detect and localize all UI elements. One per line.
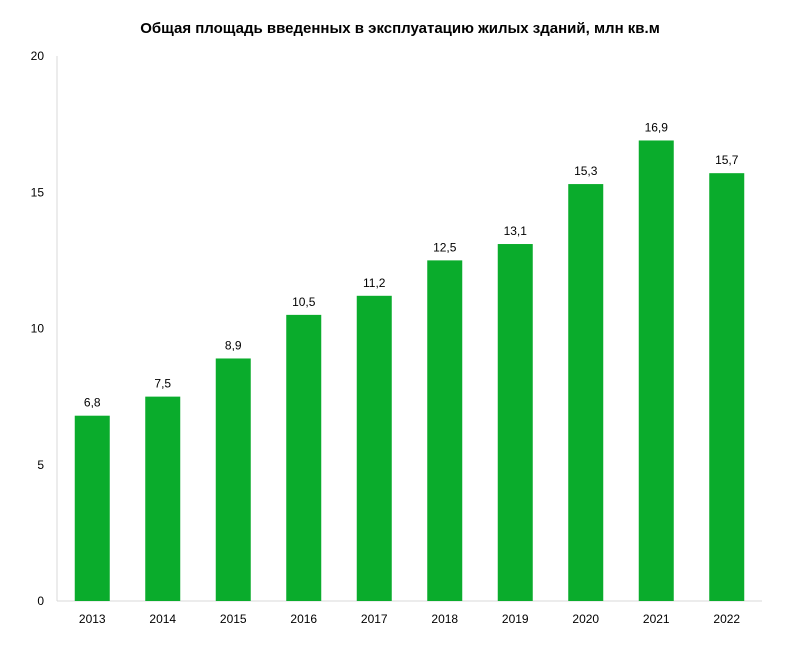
x-tick-label-2014: 2014 xyxy=(149,612,176,626)
data-label-2021: 16,9 xyxy=(645,120,669,134)
data-label-2020: 15,3 xyxy=(574,164,598,178)
data-label-2015: 8,9 xyxy=(225,338,242,352)
x-axis: 2013 2014 2015 2016 2017 2018 2019 2020 2021 2022 xyxy=(57,600,762,626)
bar-2022 xyxy=(709,173,745,602)
x-tick-label-2021: 2021 xyxy=(643,612,670,626)
data-label-2019: 13,1 xyxy=(504,224,528,238)
y-tick-label: 15 xyxy=(31,185,45,199)
bar-2020 xyxy=(568,184,604,601)
x-tick-label-2022: 2022 xyxy=(713,612,740,626)
bar-2019 xyxy=(497,244,533,601)
x-tick-label-2013: 2013 xyxy=(79,612,106,626)
bar-2018 xyxy=(427,260,463,601)
bars xyxy=(74,140,745,602)
data-label-2014: 7,5 xyxy=(154,377,171,391)
bar-2015 xyxy=(215,358,251,601)
x-tick-label-2015: 2015 xyxy=(220,612,247,626)
x-tick-label-2020: 2020 xyxy=(572,612,599,626)
y-tick-label: 5 xyxy=(37,458,44,472)
bar-2013 xyxy=(74,415,110,601)
x-tick-label-2016: 2016 xyxy=(290,612,317,626)
bar-2017 xyxy=(356,295,392,601)
y-tick-label: 20 xyxy=(31,49,45,63)
y-tick-label: 0 xyxy=(37,594,44,608)
bar-2016 xyxy=(286,314,322,601)
data-label-2018: 12,5 xyxy=(433,240,457,254)
y-axis: 0 5 10 15 20 xyxy=(31,49,58,608)
data-label-2013: 6,8 xyxy=(84,396,101,410)
chart-title: Общая площадь введенных в эксплуатацию ж… xyxy=(140,20,660,37)
data-label-2016: 10,5 xyxy=(292,295,316,309)
x-tick-label-2018: 2018 xyxy=(431,612,458,626)
bar-2014 xyxy=(145,396,181,601)
data-label-2022: 15,7 xyxy=(715,153,739,167)
data-label-2017: 11,2 xyxy=(363,276,386,290)
y-tick-label: 10 xyxy=(31,322,45,336)
x-tick-label-2017: 2017 xyxy=(361,612,388,626)
data-labels: 6,8 7,5 8,9 10,5 11,2 12,5 13,1 15,3 16,9 15,7 xyxy=(84,120,739,409)
bar-2021 xyxy=(638,140,674,601)
x-tick-label-2019: 2019 xyxy=(502,612,529,626)
